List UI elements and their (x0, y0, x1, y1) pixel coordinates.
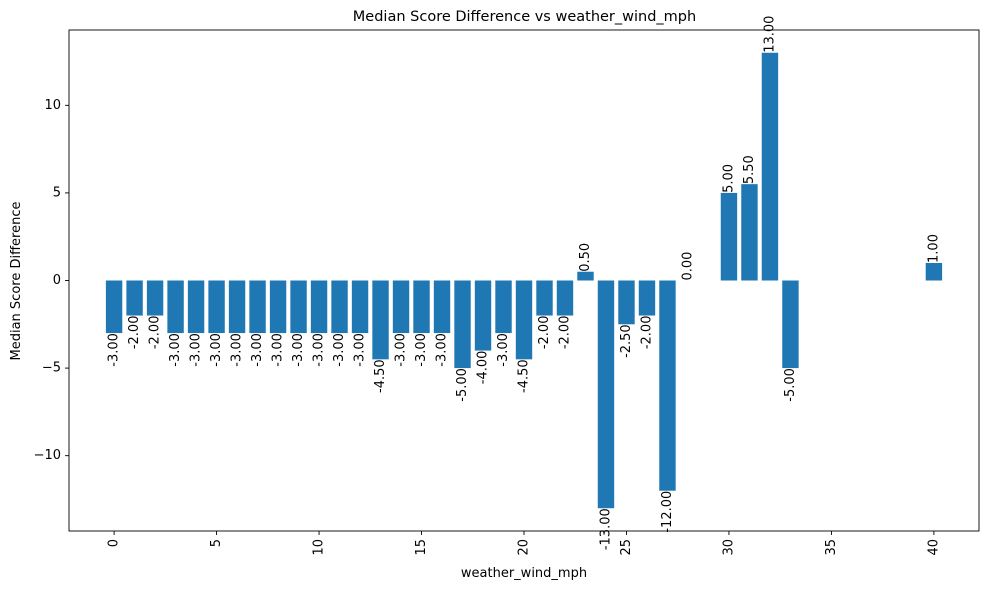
bar (167, 280, 184, 334)
bar-value-label: -2.00 (127, 316, 142, 350)
bar-value-label: 0.00 (680, 252, 695, 281)
bar-value-label: 0.50 (578, 243, 593, 272)
bar-value-labels-group: -3.00 -2.00 -2.00 -3.00 -3.00 -3.00 -3.00 -3.00… (107, 16, 942, 551)
bar-value-label: 13.00 (762, 16, 777, 53)
x-tick-label: 30 (721, 539, 736, 556)
bar (331, 280, 348, 334)
bar-value-label: -3.00 (107, 333, 122, 367)
bar-value-label: -3.00 (353, 333, 368, 367)
bar-value-label: -2.00 (537, 316, 552, 350)
bar-value-label: -3.00 (394, 333, 409, 367)
bar (249, 280, 266, 334)
x-axis-label: weather_wind_mph (461, 566, 587, 581)
bar (310, 280, 328, 334)
bar (454, 280, 471, 369)
bar (782, 280, 799, 369)
bar (741, 184, 758, 281)
bar-value-label: -3.00 (230, 333, 245, 367)
x-tick-label: 15 (414, 539, 429, 556)
bar (433, 280, 451, 334)
bar (597, 280, 615, 509)
bar (372, 280, 389, 360)
bar (618, 280, 635, 325)
bar (577, 271, 594, 281)
bar (659, 280, 676, 491)
bar-value-label: -4.00 (476, 351, 491, 385)
y-tick-label: 10 (44, 98, 61, 113)
bar-value-label: -2.00 (148, 316, 163, 350)
bar-value-label: 5.50 (742, 155, 757, 184)
bar (351, 280, 369, 334)
bar-value-label: -3.00 (291, 333, 306, 367)
y-tick-label: 5 (53, 185, 61, 200)
bar (720, 192, 738, 281)
bar (392, 280, 410, 334)
bar (474, 280, 492, 351)
bar-value-label: -3.00 (271, 333, 286, 367)
x-tick-label: 5 (209, 539, 224, 547)
x-tick-label: 0 (107, 539, 122, 547)
bar (228, 280, 246, 334)
bar-value-label: -3.00 (496, 333, 511, 367)
bar (495, 280, 512, 334)
bar-value-label: -13.00 (598, 508, 613, 550)
y-axis: −10 −5 0 5 10 (34, 98, 69, 463)
bar (105, 280, 123, 334)
x-tick-label: 25 (619, 539, 634, 556)
y-axis-label: Median Score Difference (9, 202, 24, 361)
bar (269, 280, 287, 334)
bar (413, 280, 430, 334)
bar (208, 280, 225, 334)
bar-value-label: -3.00 (189, 333, 204, 367)
bars-group (105, 52, 943, 509)
y-tick-label: −10 (34, 448, 61, 463)
bar-value-label: -3.00 (414, 333, 429, 367)
x-tick-label: 40 (926, 539, 941, 556)
bar-value-label: -3.00 (312, 333, 327, 367)
bar (187, 280, 205, 334)
bar (290, 280, 307, 334)
x-axis: 0 5 10 15 20 25 30 35 40 (107, 531, 941, 556)
bar-value-label: -3.00 (435, 333, 450, 367)
bar (146, 280, 164, 316)
x-tick-label: 35 (824, 539, 839, 556)
bar-value-label: -4.50 (373, 359, 388, 393)
chart-title: Median Score Difference vs weather_wind_… (353, 9, 696, 25)
bar-value-label: -5.00 (455, 368, 470, 402)
bar-value-label: -12.00 (660, 491, 675, 533)
bar (515, 280, 533, 360)
bar-value-label: -5.00 (783, 368, 798, 402)
bar (536, 280, 553, 316)
y-tick-label: 0 (53, 273, 61, 288)
bar (925, 262, 943, 281)
bar-value-label: -3.00 (168, 333, 183, 367)
bar (761, 52, 779, 281)
bar-value-label: -2.00 (557, 316, 572, 350)
bar-value-label: 1.00 (926, 234, 941, 263)
bar-value-label: -3.00 (332, 333, 347, 367)
x-tick-label: 10 (312, 539, 327, 556)
bar-value-label: 5.00 (721, 164, 736, 193)
y-tick-label: −5 (42, 361, 61, 376)
bar (638, 280, 656, 316)
bar-value-label: -2.50 (619, 324, 634, 358)
x-tick-label: 20 (517, 539, 532, 556)
bar (126, 280, 143, 316)
bar-value-label: -2.00 (639, 316, 654, 350)
bar-value-label: -3.00 (209, 333, 224, 367)
bar-value-label: -4.50 (517, 359, 532, 393)
bar-value-label: -3.00 (250, 333, 265, 367)
bar (556, 280, 574, 316)
